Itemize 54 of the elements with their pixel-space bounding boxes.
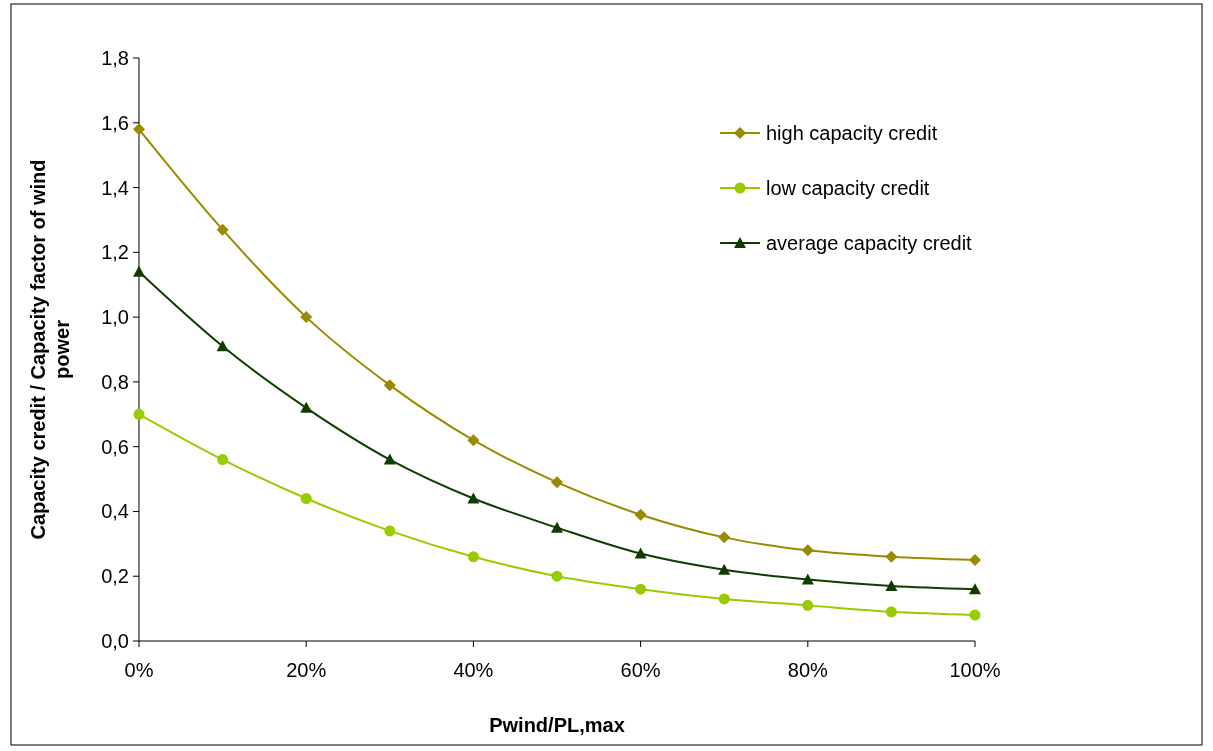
- point: [467, 551, 479, 563]
- point: [634, 508, 647, 521]
- point: [969, 583, 981, 595]
- point: [802, 599, 814, 611]
- x-axis-title: Pwind/PL,max: [489, 714, 625, 736]
- point: [551, 521, 563, 533]
- point: [217, 454, 229, 466]
- point: [969, 609, 981, 621]
- x-tick-label: 100%: [949, 659, 1001, 681]
- x-tick-label: 20%: [286, 659, 327, 681]
- point: [216, 340, 229, 352]
- point: [885, 579, 898, 591]
- y-tick-label: 0,0: [101, 630, 129, 652]
- x-tick-label: 40%: [453, 659, 494, 681]
- y-tick-label: 0,2: [101, 565, 129, 588]
- point: [384, 525, 396, 537]
- point: [885, 550, 898, 563]
- point: [133, 123, 145, 136]
- point: [300, 311, 313, 324]
- legend-label: high capacity credit: [766, 122, 938, 144]
- y-tick-label: 0,4: [101, 500, 129, 523]
- point: [885, 606, 897, 618]
- point: [300, 492, 312, 504]
- y-tick-label: 0,8: [101, 370, 129, 393]
- point: [969, 554, 981, 567]
- legend-label: average capacity credit: [766, 232, 973, 254]
- point: [635, 583, 647, 595]
- y-axis-title: Capacity credit / Capacity factor of wind power: [27, 159, 73, 540]
- x-tick-label: 80%: [787, 659, 829, 681]
- point: [718, 593, 730, 605]
- point: [551, 570, 563, 582]
- legend-label: low capacity credit: [766, 177, 930, 199]
- point: [718, 531, 731, 544]
- point: [133, 265, 145, 277]
- point: [383, 379, 396, 392]
- point: [383, 453, 396, 465]
- x-tick-label: 60%: [620, 659, 661, 681]
- point: [467, 492, 480, 504]
- point: [133, 408, 145, 420]
- y-tick-label: 1,2: [101, 241, 129, 264]
- y-tick-label: 1,0: [101, 306, 129, 329]
- point: [467, 434, 480, 447]
- y-tick-label: 1,6: [101, 111, 129, 134]
- y-tick-label: 1,8: [101, 47, 129, 69]
- y-tick-label: 0,6: [101, 435, 129, 458]
- point: [216, 223, 229, 236]
- x-tick-label: 0%: [124, 659, 154, 681]
- point: [801, 544, 814, 557]
- point: [801, 573, 814, 585]
- y-tick-label: 1,4: [101, 176, 129, 199]
- point: [718, 563, 731, 575]
- point: [300, 401, 313, 413]
- point: [634, 547, 647, 559]
- point: [551, 476, 563, 489]
